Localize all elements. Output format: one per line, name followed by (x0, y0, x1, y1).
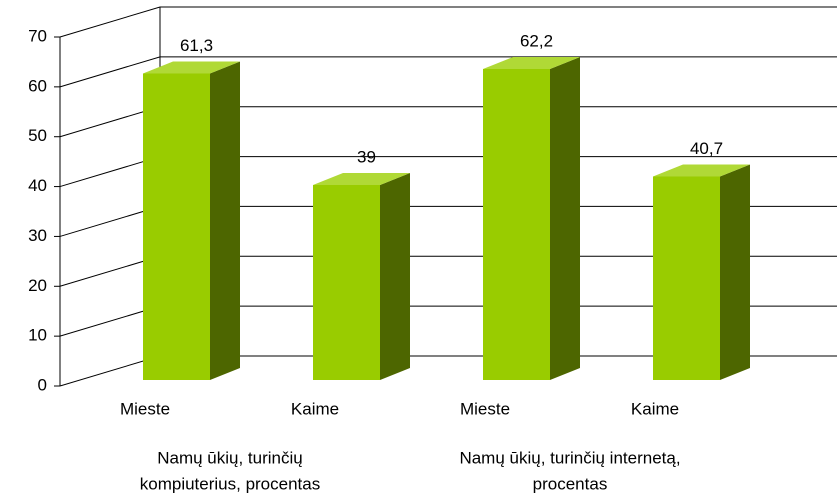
y-tick-label: 10 (28, 326, 47, 345)
group-label: procentas (533, 474, 608, 493)
value-label: 40,7 (690, 139, 723, 158)
y-tick-label: 20 (28, 276, 47, 295)
bar-side (380, 173, 410, 380)
bar (483, 69, 550, 380)
group-label: kompiuterius, procentas (140, 474, 320, 493)
bar-top (313, 173, 410, 185)
y-tick-label: 40 (28, 176, 47, 195)
y-tick-label: 0 (38, 375, 47, 394)
x-tick-label: Kaime (291, 399, 339, 418)
group-label: Namų ūkių, turinčių internetą, (459, 448, 680, 467)
grid-line (59, 6, 837, 38)
bar-side (210, 61, 240, 380)
x-tick-label: Mieste (460, 399, 510, 418)
bar (653, 176, 720, 380)
x-tick-label: Mieste (120, 399, 170, 418)
bar-top (483, 57, 580, 69)
value-label: 39 (357, 147, 376, 166)
y-tick-label: 60 (28, 76, 47, 95)
bar-side (720, 164, 750, 380)
value-label: 62,2 (520, 31, 553, 50)
group-label: Namų ūkių, turinčių (157, 448, 303, 467)
y-tick-label: 70 (28, 26, 47, 45)
y-tick-label: 30 (28, 226, 47, 245)
y-tick-label: 50 (28, 126, 47, 145)
value-label: 61,3 (180, 36, 213, 55)
bar (313, 185, 380, 380)
bar-top (653, 164, 750, 177)
bar-top (143, 61, 240, 74)
bar-side (550, 57, 580, 380)
bar (143, 73, 210, 380)
x-tick-label: Kaime (631, 399, 679, 418)
